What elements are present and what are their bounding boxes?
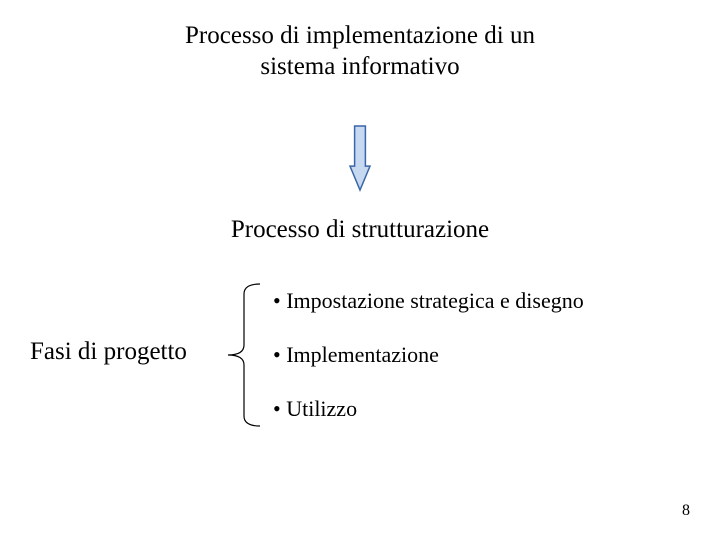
bullet-item-3: • Utilizzo	[273, 396, 357, 422]
brace-icon	[224, 280, 264, 435]
phases-label: Fasi di progetto	[30, 338, 187, 366]
title-line-2: sistema informativo	[260, 53, 459, 80]
down-arrow-icon	[0, 124, 720, 197]
page-number: 8	[682, 502, 690, 520]
bullet-item-2: • Implementazione	[273, 342, 439, 368]
slide: Processo di implementazione di un sistem…	[0, 0, 720, 540]
subtitle: Processo di strutturazione	[0, 216, 720, 244]
slide-title: Processo di implementazione di un sistem…	[0, 20, 720, 83]
title-line-1: Processo di implementazione di un	[185, 22, 535, 49]
bullet-item-1: • Impostazione strategica e disegno	[273, 288, 584, 314]
